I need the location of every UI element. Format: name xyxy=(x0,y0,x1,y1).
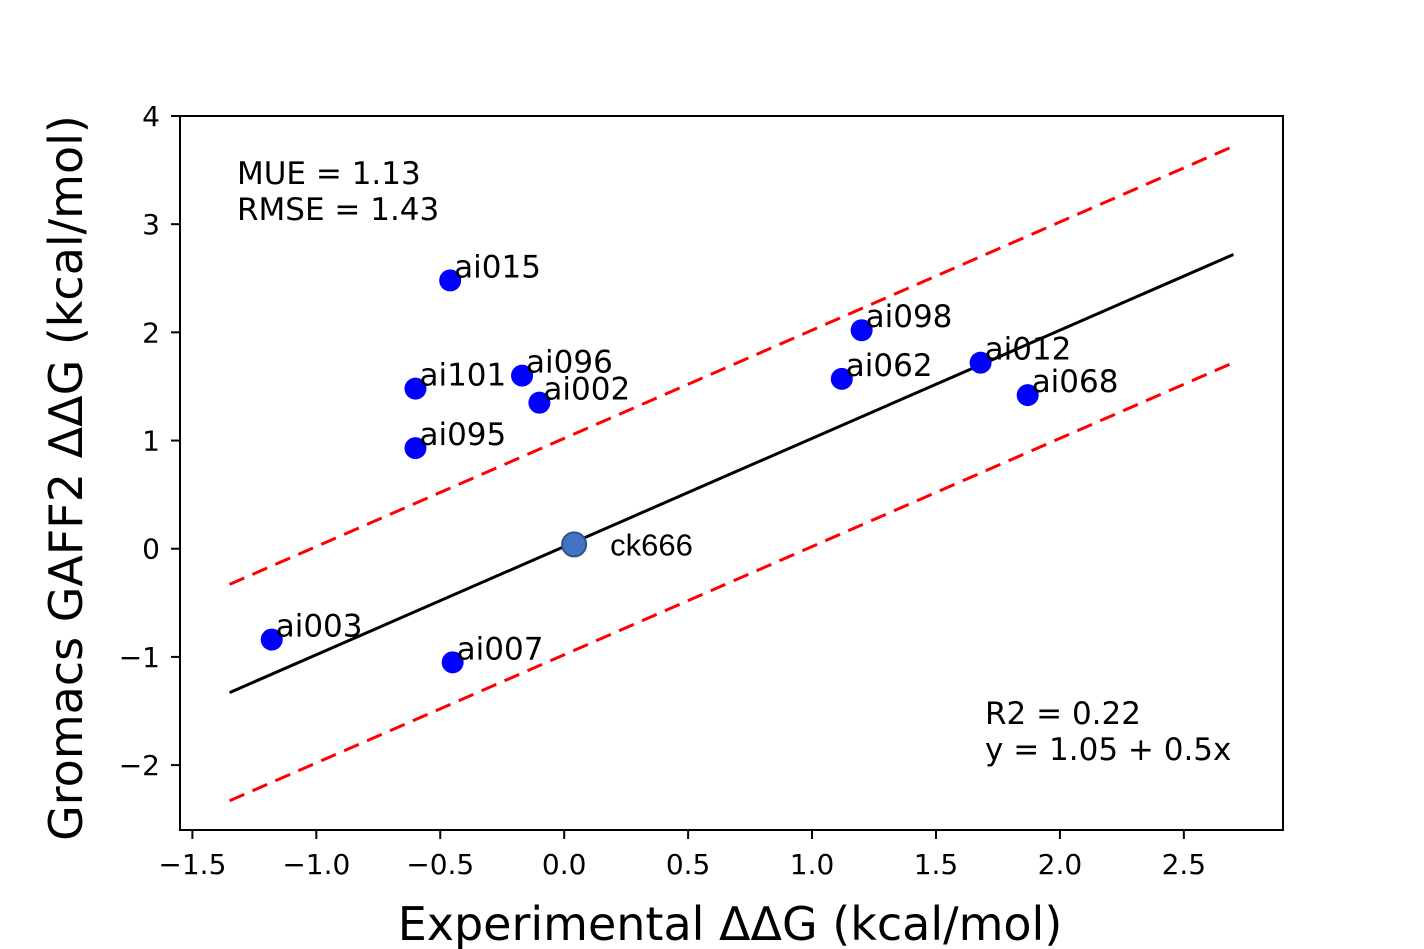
point-label-ai098: ai098 xyxy=(866,299,953,335)
x-tick-label: 0.0 xyxy=(542,848,587,881)
data-point-ai095 xyxy=(404,437,427,460)
data-point-ai098 xyxy=(850,319,873,342)
rmse-label: RMSE = 1.43 xyxy=(237,192,439,228)
x-tick-label: 2.5 xyxy=(1162,848,1207,881)
data-point-ai096 xyxy=(511,364,534,387)
x-tick-label: 1.5 xyxy=(914,848,959,881)
y-axis-title: Gromacs GAFF2 ΔΔG (kcal/mol) xyxy=(39,115,93,841)
r2-label: R2 = 0.22 xyxy=(985,696,1141,732)
x-axis-title: Experimental ΔΔG (kcal/mol) xyxy=(398,897,1063,949)
point-label-ai007: ai007 xyxy=(457,631,544,667)
x-tick-label: −1.5 xyxy=(158,848,226,881)
x-tick-label: 2.0 xyxy=(1038,848,1083,881)
upper-band-line xyxy=(228,144,1235,586)
point-label-ck666: ck666 xyxy=(610,527,693,562)
mue-label: MUE = 1.13 xyxy=(237,156,421,192)
point-label-ai003: ai003 xyxy=(276,609,363,645)
point-label-ai062: ai062 xyxy=(846,348,933,384)
point-label-ai096: ai096 xyxy=(526,345,613,381)
point-label-ai095: ai095 xyxy=(419,417,506,453)
x-tick-label: 0.5 xyxy=(666,848,711,881)
x-tick-label: −1.0 xyxy=(282,848,350,881)
y-tick-label: 0 xyxy=(142,533,160,566)
point-label-ai068: ai068 xyxy=(1032,364,1119,400)
plot-frame xyxy=(179,115,1284,831)
y-tick-label: 3 xyxy=(142,208,160,241)
point-label-ai101: ai101 xyxy=(419,358,506,394)
point-label-ai015: ai015 xyxy=(454,249,541,285)
data-point-ai068 xyxy=(1016,384,1039,407)
y-tick-label: −2 xyxy=(119,749,160,782)
y-tick-label: 2 xyxy=(142,316,160,349)
data-point-ai015 xyxy=(439,269,462,292)
fit-line xyxy=(228,253,1235,694)
y-tick-label: 1 xyxy=(142,425,160,458)
point-label-ai002: ai002 xyxy=(543,372,630,408)
fit-equation-label: y = 1.05 + 0.5x xyxy=(985,732,1231,768)
y-tick-label: 4 xyxy=(142,100,160,133)
y-tick-label: −1 xyxy=(119,641,160,674)
data-point-ai012 xyxy=(969,351,992,374)
data-point-ck666 xyxy=(561,531,588,558)
data-point-ai007 xyxy=(441,651,464,674)
data-point-ai062 xyxy=(830,367,853,390)
axis-ticks: −1.5 −1.0 −0.5 0.0 0.5 1.0 1.5 2.0 2.5 −2 −1 0 1 2 3 4 xyxy=(119,100,1206,881)
data-point-ai002 xyxy=(528,391,551,414)
x-tick-label: −0.5 xyxy=(406,848,474,881)
x-tick-label: 1.0 xyxy=(790,848,835,881)
lower-band-line xyxy=(228,361,1235,803)
data-point-ai003 xyxy=(260,628,283,651)
data-point-ai101 xyxy=(404,377,427,400)
point-label-ai012: ai012 xyxy=(985,332,1072,368)
plot-area: ai015 ai098 ai012 ai062 ai096 ai101 ai068 ai002… xyxy=(228,144,1235,803)
